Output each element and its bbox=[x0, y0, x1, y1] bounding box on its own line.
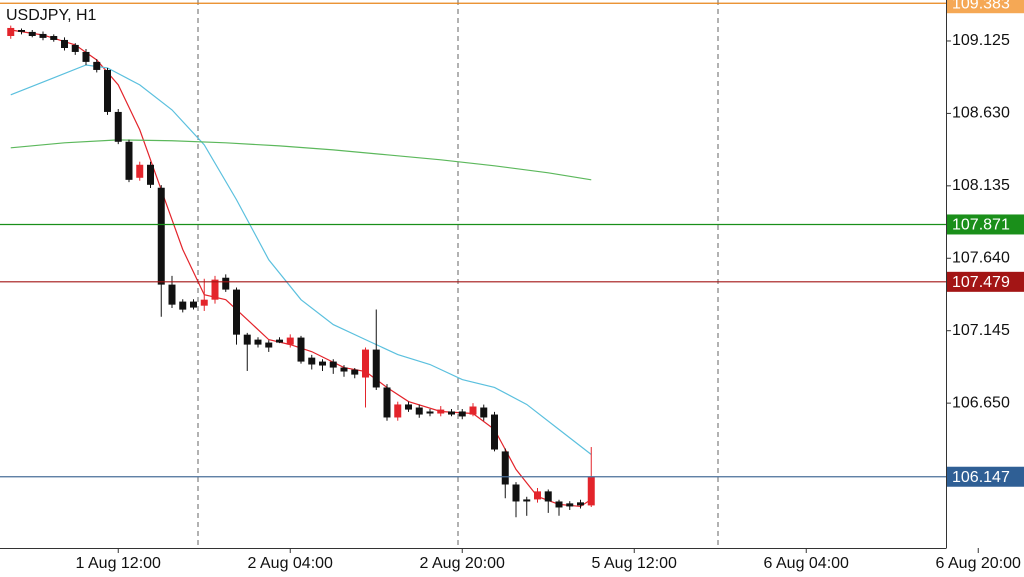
x-tick-label: 1 Aug 12:00 bbox=[76, 555, 162, 572]
price-level-label: 107.479 bbox=[952, 274, 1010, 291]
candle-body bbox=[372, 349, 380, 388]
candle-body bbox=[190, 301, 197, 308]
candle-body bbox=[222, 277, 230, 290]
candle-body bbox=[254, 339, 262, 345]
candle-body bbox=[362, 349, 369, 378]
y-tick-label: 107.145 bbox=[952, 322, 1010, 339]
candle-body bbox=[448, 411, 455, 415]
candle-body bbox=[147, 164, 154, 185]
candle-body bbox=[480, 407, 488, 418]
candle-body bbox=[415, 407, 423, 415]
candle-body bbox=[523, 499, 531, 502]
price-level-label: 109.383 bbox=[952, 0, 1010, 12]
candle-body bbox=[297, 337, 305, 362]
x-tick-label: 2 Aug 04:00 bbox=[248, 555, 334, 572]
candle-body bbox=[566, 503, 574, 507]
candle-body bbox=[501, 451, 509, 485]
price-level-label: 106.147 bbox=[952, 469, 1010, 486]
candle-body bbox=[534, 491, 541, 500]
candle-body bbox=[114, 111, 122, 142]
price-level-badge bbox=[947, 466, 1024, 487]
y-tick-label: 108.135 bbox=[952, 177, 1010, 194]
candle-body bbox=[82, 51, 90, 62]
y-tick-label: 108.630 bbox=[952, 105, 1010, 122]
candle-body bbox=[340, 367, 348, 372]
candle-body bbox=[61, 39, 68, 48]
candle-body bbox=[93, 61, 101, 70]
candle-body bbox=[383, 387, 391, 418]
candle-body bbox=[179, 301, 187, 310]
candle-body bbox=[28, 31, 36, 36]
candle-body bbox=[405, 404, 412, 410]
candle-body bbox=[544, 491, 552, 502]
candle-body bbox=[319, 361, 326, 366]
chart-title: USDJPY, H1 bbox=[6, 7, 97, 24]
candle-body bbox=[491, 414, 498, 450]
moving-average-line bbox=[10, 139, 592, 181]
x-tick-label: 6 Aug 04:00 bbox=[764, 555, 850, 572]
candle-body bbox=[308, 357, 316, 365]
candle-body bbox=[458, 411, 466, 417]
candle-body bbox=[50, 35, 58, 40]
candle-body bbox=[351, 369, 359, 375]
candle-body bbox=[157, 187, 165, 285]
x-tick-label: 5 Aug 12:00 bbox=[592, 555, 678, 572]
candle-body bbox=[71, 44, 79, 52]
candle-body bbox=[7, 27, 15, 36]
candle-body bbox=[394, 404, 402, 418]
x-tick-label: 2 Aug 20:00 bbox=[420, 555, 506, 572]
price-level-label: 107.871 bbox=[952, 217, 1010, 234]
candle-body bbox=[286, 337, 294, 345]
candle-body bbox=[168, 284, 176, 305]
moving-average-line bbox=[10, 64, 592, 455]
candle-body bbox=[104, 69, 111, 112]
candle-body bbox=[437, 409, 445, 414]
candle-body bbox=[469, 406, 477, 415]
candle-body bbox=[136, 164, 144, 178]
candle-body bbox=[125, 141, 133, 180]
candle-body bbox=[577, 502, 584, 506]
candle-body bbox=[555, 501, 563, 508]
candle-body bbox=[233, 289, 240, 335]
candle-body bbox=[200, 299, 208, 306]
y-tick-label: 106.650 bbox=[952, 394, 1010, 411]
x-tick-label: 6 Aug 20:00 bbox=[936, 555, 1022, 572]
candle-body bbox=[18, 29, 25, 32]
candle-body bbox=[39, 33, 47, 38]
candle-body bbox=[426, 411, 434, 414]
y-tick-label: 107.640 bbox=[952, 249, 1010, 266]
candle-body bbox=[587, 476, 595, 506]
y-tick-label: 109.125 bbox=[952, 32, 1010, 49]
candle-body bbox=[329, 361, 337, 368]
price-level-badge bbox=[947, 271, 1024, 292]
candle-body bbox=[265, 342, 273, 348]
candle-body bbox=[276, 339, 283, 343]
price-level-badge bbox=[947, 0, 1024, 14]
price-level-badge bbox=[947, 214, 1024, 235]
candle-body bbox=[512, 484, 520, 502]
candle-body bbox=[211, 279, 219, 300]
candle-body bbox=[243, 334, 251, 345]
